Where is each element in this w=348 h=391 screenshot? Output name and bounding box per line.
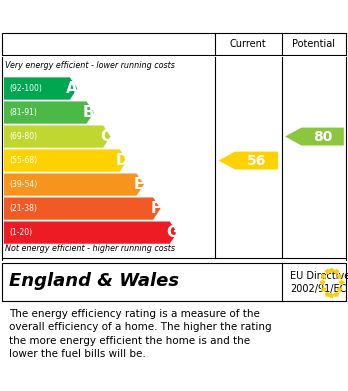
Text: Very energy efficient - lower running costs: Very energy efficient - lower running co… bbox=[5, 61, 175, 70]
Text: G: G bbox=[166, 225, 178, 240]
Polygon shape bbox=[3, 77, 78, 100]
Text: EU Directive: EU Directive bbox=[290, 271, 348, 281]
Text: (92-100): (92-100) bbox=[10, 84, 42, 93]
Text: E: E bbox=[134, 177, 144, 192]
Polygon shape bbox=[3, 173, 144, 196]
Text: (1-20): (1-20) bbox=[10, 228, 33, 237]
Text: B: B bbox=[83, 105, 95, 120]
Text: Current: Current bbox=[230, 39, 267, 48]
Text: Potential: Potential bbox=[292, 39, 335, 48]
Text: 56: 56 bbox=[247, 154, 266, 168]
Polygon shape bbox=[3, 221, 177, 244]
Polygon shape bbox=[3, 149, 128, 172]
Text: F: F bbox=[150, 201, 160, 216]
Text: 80: 80 bbox=[313, 129, 332, 143]
Polygon shape bbox=[3, 197, 161, 220]
Text: The energy efficiency rating is a measure of the
overall efficiency of a home. T: The energy efficiency rating is a measur… bbox=[9, 309, 271, 359]
Polygon shape bbox=[3, 101, 94, 124]
Text: (69-80): (69-80) bbox=[10, 132, 38, 141]
Text: A: A bbox=[66, 81, 78, 96]
Text: C: C bbox=[100, 129, 111, 144]
Polygon shape bbox=[219, 152, 278, 170]
Text: England & Wales: England & Wales bbox=[9, 272, 179, 290]
Polygon shape bbox=[3, 125, 111, 148]
Text: Energy Efficiency Rating: Energy Efficiency Rating bbox=[9, 9, 230, 23]
Text: (21-38): (21-38) bbox=[10, 204, 38, 213]
Text: (81-91): (81-91) bbox=[10, 108, 38, 117]
Text: 2002/91/EC: 2002/91/EC bbox=[290, 284, 347, 294]
Polygon shape bbox=[285, 127, 344, 145]
Text: D: D bbox=[116, 153, 128, 168]
Text: Not energy efficient - higher running costs: Not energy efficient - higher running co… bbox=[5, 244, 175, 253]
Text: (39-54): (39-54) bbox=[10, 180, 38, 189]
Text: (55-68): (55-68) bbox=[10, 156, 38, 165]
